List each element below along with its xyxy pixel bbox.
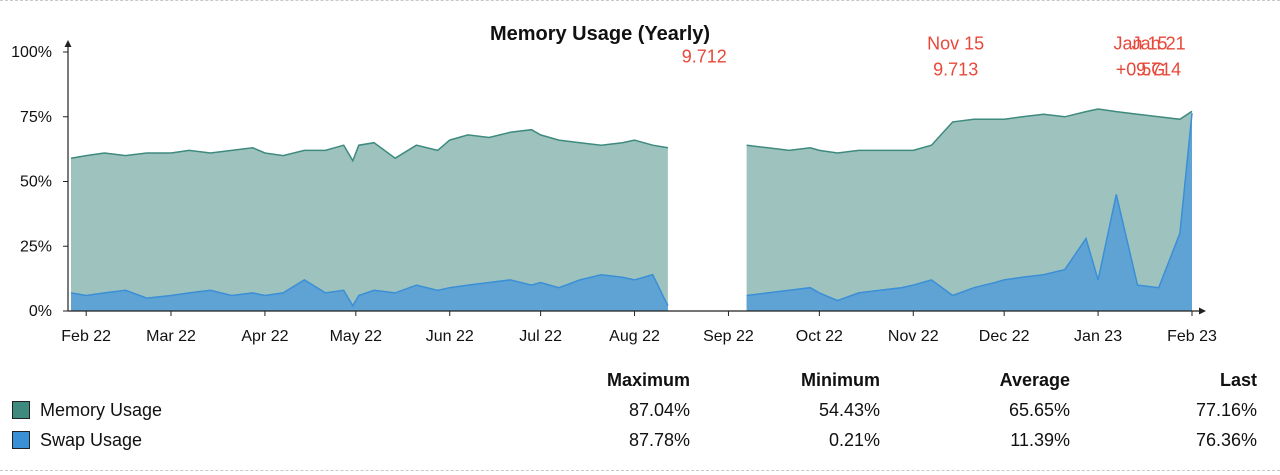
- x-tick-label-12: Feb 23: [1167, 328, 1217, 345]
- annotation-0-line-0: 9.712: [682, 46, 727, 66]
- swap-minimum: 0.21%: [828, 430, 880, 450]
- memory-average: 65.65%: [1008, 400, 1070, 420]
- x-tick-label-2: Apr 22: [241, 328, 288, 345]
- swap-usage-area-0: [71, 274, 668, 311]
- memory-usage-swatch: [12, 401, 30, 419]
- swap-last: 76.36%: [1195, 430, 1257, 450]
- swap-maximum: 87.78%: [628, 430, 690, 450]
- header-maximum: Maximum: [606, 370, 690, 390]
- x-tick-label-3: May 22: [330, 328, 383, 345]
- annotation-3-line-1: 9.714: [1136, 59, 1181, 79]
- x-tick-label-11: Jan 23: [1074, 328, 1122, 345]
- swap-usage-line-1: [746, 113, 1193, 302]
- memory-maximum: 87.04%: [628, 400, 690, 420]
- x-tick-label-10: Dec 22: [979, 328, 1030, 345]
- header-average: Average: [999, 370, 1070, 390]
- memory-usage-line-1: [746, 108, 1193, 154]
- memory-minimum: 54.43%: [818, 400, 880, 420]
- memory-usage-chart: Memory Usage (Yearly) 0% 25% 50% 75% 100% Feb…: [11, 23, 1217, 345]
- chart-annotations: 9.712 Nov 15 9.713 Jan 15 +0.5G Jan 21 9.714: [682, 33, 1186, 79]
- y-axis-arrow: [64, 40, 72, 47]
- chart-title: Memory Usage (Yearly): [490, 23, 710, 45]
- swap-usage-label: Swap Usage: [40, 429, 143, 450]
- y-tick-label-0: 0%: [29, 303, 52, 320]
- memory-usage-label: Memory Usage: [40, 399, 163, 420]
- memory-usage-area-0: [71, 129, 668, 311]
- y-tick-label-4: 100%: [11, 44, 52, 61]
- x-tick-label-6: Aug 22: [609, 328, 660, 345]
- annotation-3-line-0: Jan 21: [1132, 33, 1186, 53]
- annotation-1-line-0: Nov 15: [927, 33, 984, 53]
- x-tick-label-5: Jul 22: [519, 328, 562, 345]
- x-tick-label-1: Mar 22: [146, 328, 196, 345]
- x-tick-label-8: Oct 22: [796, 328, 843, 345]
- bottom-border: [0, 470, 1280, 471]
- swap-usage-swatch: [12, 431, 30, 449]
- annotation-2-line-1: +0.5G: [1116, 59, 1166, 79]
- y-tick-label-2: 50%: [20, 174, 52, 191]
- annotation-1-line-1: 9.713: [933, 59, 978, 79]
- swap-usage-area-1: [746, 113, 1192, 311]
- x-tick-label-7: Sep 22: [703, 328, 754, 345]
- y-tick-label-1: 25%: [20, 238, 52, 255]
- chart-axes: 0% 25% 50% 75% 100% Feb 22 Mar 22 Apr 22 May 22 J…: [11, 40, 1217, 345]
- x-tick-label-9: Nov 22: [888, 328, 939, 345]
- y-tick-label-3: 75%: [20, 109, 52, 126]
- x-tick-label-4: Jun 22: [426, 328, 474, 345]
- swap-average: 11.39%: [1010, 430, 1070, 450]
- header-minimum: Minimum: [801, 370, 880, 390]
- annotation-2-line-0: Jan 15: [1113, 33, 1167, 53]
- x-axis-arrow: [1199, 307, 1206, 315]
- memory-usage-line-0: [70, 128, 669, 163]
- legend-swap-usage[interactable]: Swap Usage: [12, 428, 142, 452]
- top-border: [0, 0, 1280, 1]
- header-last: Last: [1219, 370, 1257, 390]
- legend-memory-usage[interactable]: Memory Usage: [12, 398, 162, 422]
- chart-areas: [70, 108, 1193, 311]
- x-tick-label-0: Feb 22: [61, 328, 111, 345]
- memory-last: 77.16%: [1195, 400, 1257, 420]
- swap-usage-line-0: [70, 273, 669, 308]
